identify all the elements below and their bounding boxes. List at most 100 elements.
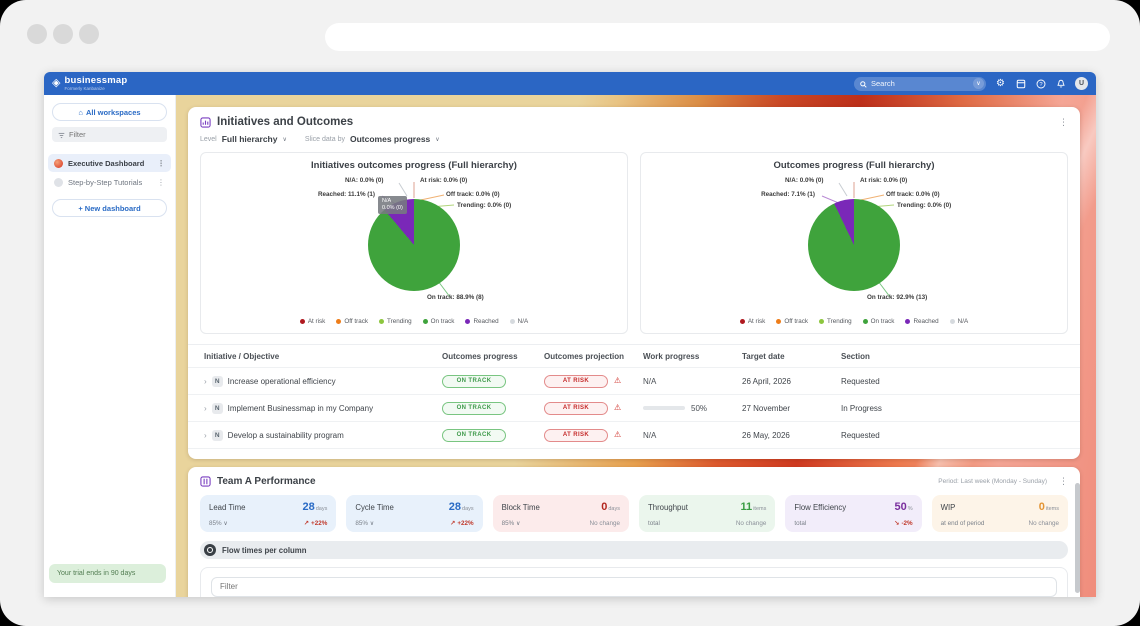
work-progress-value: N/A: [643, 376, 657, 386]
metric-card-wip[interactable]: WIP 0items at end of period No change: [931, 495, 1068, 532]
app-window: ◈ businessmap Formerly Kanbanize Search …: [44, 72, 1096, 597]
sidebar-filter-input[interactable]: [69, 130, 161, 139]
search-icon: [860, 75, 867, 93]
initiative-name[interactable]: Implement Businessmap in my Company: [227, 403, 374, 413]
initiatives-pie-card: Initiatives outcomes progress (Full hier…: [200, 152, 628, 334]
legend-dot: [465, 319, 471, 324]
work-progress-bar: [643, 406, 685, 410]
sidebar-filter-field[interactable]: [52, 127, 167, 142]
legend-dot: [739, 319, 745, 324]
panel-title[interactable]: Initiatives and Outcomes: [217, 116, 354, 128]
initiative-name[interactable]: Develop a sustainability program: [227, 430, 344, 440]
table-header-row: Initiative / Objective Outcomes progress…: [188, 345, 1080, 368]
scrollbar-thumb[interactable]: [1075, 483, 1080, 593]
table-row[interactable]: › N Increase operational efficiency ON T…: [188, 368, 1080, 395]
metric-card-throughput[interactable]: Throughput 11items total No change: [638, 495, 776, 532]
pie-callout-at-risk: At risk: 0.0% (0): [420, 177, 468, 184]
trend-none: No change: [735, 520, 767, 527]
chart-title: Outcomes progress (Full hierarchy): [773, 160, 935, 171]
pie-callout-na: N/A: 0.0% (0): [345, 177, 384, 184]
flow-times-filter-card: [200, 567, 1068, 597]
metric-card-block-time[interactable]: Block Time 0days 85% ∨ No change: [492, 495, 629, 532]
pie-callout-reached: Reached: 7.1% (1): [761, 191, 815, 198]
metric-card-cycle-time[interactable]: Cycle Time 28days 85% ∨ ↗ +22%: [346, 495, 483, 532]
window-dot-3[interactable]: [79, 24, 99, 44]
window-dot-1[interactable]: [27, 24, 47, 44]
section-value: Requested: [841, 430, 880, 440]
initiatives-outcomes-panel: Initiatives and Outcomes ⋮ Level Full hi…: [188, 107, 1080, 459]
pie-callout-off-track: Off track: 0.0% (0): [446, 191, 500, 198]
sidebar-item-label: Step-by-Step Tutorials: [68, 177, 143, 187]
dashboard-gray-icon: [54, 177, 63, 187]
initiatives-table: Initiative / Objective Outcomes progress…: [188, 344, 1080, 459]
all-workspaces-button[interactable]: ⌂ All workspaces: [52, 103, 167, 121]
boards-icon[interactable]: [1015, 78, 1026, 89]
trend-none: No change: [589, 520, 620, 527]
notifications-bell-icon[interactable]: [1055, 78, 1066, 89]
pie-legend: At risk Off track Trending On track Reac…: [201, 318, 627, 325]
home-icon: ⌂: [78, 107, 83, 117]
all-workspaces-label: All workspaces: [85, 107, 141, 117]
dashboard-red-icon: [54, 158, 63, 168]
section-value: In Progress: [841, 403, 882, 413]
help-icon[interactable]: ?: [1035, 78, 1046, 89]
logo-diamond-icon: ◈: [52, 77, 61, 89]
warning-icon: ⚠: [614, 376, 622, 385]
browser-address-bar[interactable]: [325, 23, 1110, 51]
sidebar-item-step-by-step-tutorials[interactable]: Step-by-Step Tutorials ⋮: [48, 173, 171, 191]
metric-filter-dropdown[interactable]: 85% ∨: [355, 520, 375, 527]
legend-dot: [905, 319, 911, 324]
sidebar-item-executive-dashboard[interactable]: Executive Dashboard ⋮: [48, 154, 171, 172]
sidebar-item-label: Executive Dashboard: [68, 158, 145, 168]
global-search-input[interactable]: Search ∨: [854, 75, 986, 93]
flow-times-accordion[interactable]: Flow times per column: [200, 541, 1068, 559]
settings-gear-icon[interactable]: ⚙: [996, 78, 1005, 89]
new-dashboard-button[interactable]: + New dashboard: [52, 199, 167, 217]
search-scope-chevron-icon[interactable]: ∨: [973, 78, 984, 89]
flow-times-filter-input[interactable]: [211, 576, 1057, 597]
legend-dot: [819, 319, 825, 324]
expand-chevron-icon[interactable]: ›: [204, 376, 207, 386]
panel-title[interactable]: Team A Performance: [217, 476, 316, 487]
pie-legend: At risk Off track Trending On track Reac…: [641, 318, 1067, 325]
metric-card-flow-efficiency[interactable]: Flow Efficiency 50% total ↘ -2%: [785, 495, 922, 532]
work-progress-value: 50%: [691, 403, 708, 413]
legend-dot: [949, 319, 955, 324]
warning-icon: ⚠: [614, 430, 622, 439]
expand-chevron-icon[interactable]: ›: [204, 430, 207, 440]
pie-callout-off-track: Off track: 0.0% (0): [886, 191, 940, 198]
legend-dot: [422, 319, 428, 324]
kebab-menu-icon[interactable]: ⋮: [157, 158, 165, 168]
slice-by-dropdown[interactable]: Outcomes progress: [349, 134, 431, 144]
window-dot-2[interactable]: [53, 24, 73, 44]
table-row[interactable]: › N Implement Businessmap in my Company …: [188, 395, 1080, 422]
pie-tooltip: N/A 0.0% (0): [378, 196, 407, 214]
legend-dot: [379, 319, 385, 324]
panel-kebab-icon[interactable]: ⋮: [1059, 116, 1068, 127]
outcomes-pie-chart[interactable]: [808, 199, 900, 291]
table-row[interactable]: › N Develop a sustainability program ON …: [188, 422, 1080, 449]
metric-filter-dropdown[interactable]: 85% ∨: [209, 520, 228, 527]
initiatives-pie-chart[interactable]: [368, 199, 460, 291]
initiative-name[interactable]: Increase operational efficiency: [227, 376, 336, 386]
user-avatar[interactable]: U: [1075, 77, 1088, 90]
metric-filter-label: at end of period: [940, 520, 985, 527]
trend-none: No change: [1028, 520, 1059, 527]
kebab-menu-icon[interactable]: ⋮: [157, 177, 165, 187]
at-risk-pill: AT RISK: [544, 374, 608, 388]
level-dropdown[interactable]: Full hierarchy: [221, 134, 278, 144]
new-dashboard-label: + New dashboard: [78, 203, 141, 213]
legend-dot: [336, 319, 342, 324]
metric-filter-label: total: [647, 520, 660, 527]
metric-filter-dropdown[interactable]: 85% ∨: [501, 520, 521, 527]
work-progress-value: N/A: [643, 430, 657, 440]
metric-card-lead-time[interactable]: Lead Time 28days 85% ∨ ↗ +22%: [200, 495, 337, 532]
businessmap-logo[interactable]: ◈ businessmap Formerly Kanbanize: [52, 76, 127, 92]
chart-title: Initiatives outcomes progress (Full hier…: [311, 160, 517, 171]
expand-chevron-icon[interactable]: ›: [204, 403, 207, 413]
period-label: Period: Last week (Monday - Sunday): [938, 478, 1047, 485]
outcomes-pie-card: Outcomes progress (Full hierarchy) N/A:: [640, 152, 1068, 334]
logo-subtext: Formerly Kanbanize: [64, 86, 105, 91]
panel-kebab-icon[interactable]: ⋮: [1059, 476, 1068, 486]
